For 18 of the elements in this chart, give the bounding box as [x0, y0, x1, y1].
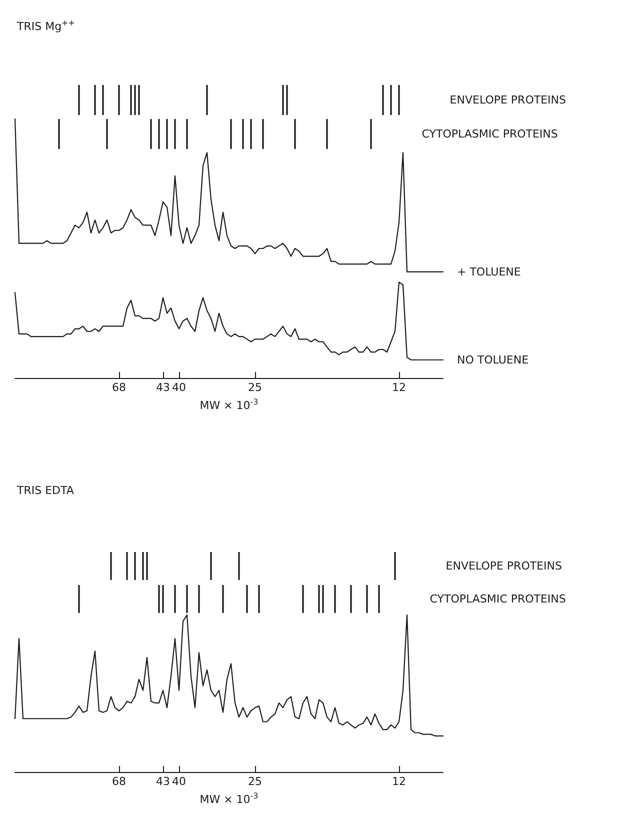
x-tick-label: 68 — [112, 381, 126, 394]
x-tick-label: 43 — [156, 775, 170, 788]
series-label: + TOLUENE — [457, 265, 521, 278]
x-tick-label: 40 — [172, 775, 186, 788]
text: CYTOPLASMIC PROTEINS — [422, 128, 558, 140]
x-tick-label: 12 — [392, 381, 406, 394]
text: ENVELOPE PROTEINS — [450, 94, 566, 106]
series-label: NO TOLUENE — [457, 353, 529, 366]
x-tick-label: 40 — [172, 381, 186, 394]
chart-title: TRIS EDTA — [16, 484, 74, 497]
x-tick-label: 25 — [248, 775, 262, 788]
x-tick-label: 43 — [156, 381, 170, 394]
x-tick-label: 68 — [112, 775, 126, 788]
x-tick-label: 25 — [248, 381, 262, 394]
x-tick-label: 12 — [392, 775, 406, 788]
chart-title: TRIS Mg++ — [16, 18, 75, 33]
text: CYTOPLASMIC PROTEINS — [430, 592, 566, 606]
text: ENVELOPE PROTEINS — [446, 560, 562, 572]
